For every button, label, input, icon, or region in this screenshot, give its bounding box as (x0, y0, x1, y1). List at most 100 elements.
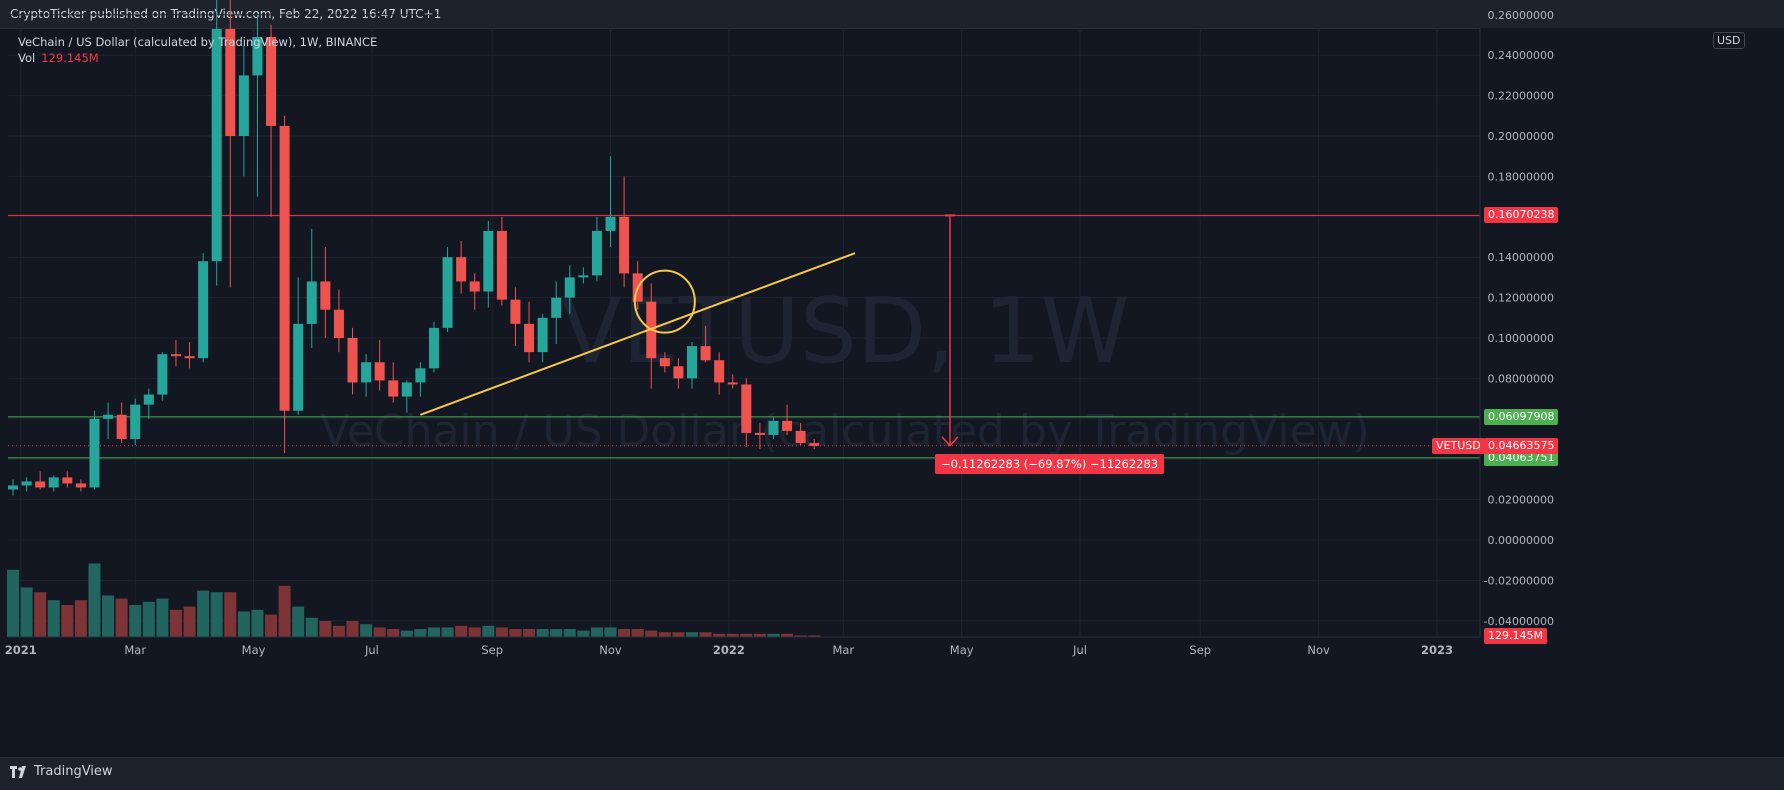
candle-body (782, 420, 793, 431)
price-tick-label: 0.00000000 (1488, 534, 1554, 547)
candle-body (754, 432, 765, 435)
candle-body (537, 317, 548, 353)
brand-name: TradingView (34, 764, 113, 779)
candle-body (415, 368, 426, 383)
volume-bar (237, 611, 250, 637)
volume-bar (156, 598, 169, 637)
candle-body (21, 481, 32, 486)
candle-body (170, 354, 181, 357)
volume-bar (441, 627, 454, 637)
volume-bar (400, 630, 413, 637)
candle-body (48, 477, 59, 488)
price-tick-label: 0.22000000 (1488, 90, 1554, 103)
volume-bar (373, 627, 386, 637)
symbol-title: VeChain / US Dollar (calculated by Tradi… (18, 35, 378, 49)
candle-body (605, 216, 616, 231)
time-tick-label: Mar (832, 643, 854, 657)
price-tick-label: 0.08000000 (1488, 372, 1554, 385)
volume-bar (169, 609, 182, 637)
price-tick-label: 0.02000000 (1488, 494, 1554, 507)
price-tick-label: 0.12000000 (1488, 292, 1554, 305)
candle-body (578, 275, 589, 278)
highlight-circle (633, 269, 696, 334)
volume-bar (47, 600, 60, 637)
volume-bar (686, 632, 698, 637)
volume-bar (604, 627, 617, 637)
candle-body (320, 281, 331, 310)
candle-body (89, 418, 100, 488)
volume-bar (808, 635, 821, 637)
volume-bar (509, 629, 522, 637)
tradingview-logo[interactable]: TradingView (10, 764, 113, 779)
candle-body (266, 37, 277, 126)
volume-bar (305, 617, 318, 637)
volume-bar (645, 630, 658, 637)
candle-body (564, 277, 575, 298)
candle-body (143, 394, 154, 405)
resistance-price-tag: 0.16070238 (1484, 207, 1559, 224)
candle-body (551, 297, 562, 318)
volume-bar (20, 587, 33, 637)
volume-bar (88, 563, 101, 637)
candle-body (198, 261, 209, 359)
candle-body (700, 346, 711, 361)
volume-bar (74, 600, 87, 637)
volume-bar (129, 605, 142, 637)
time-tick-label: 2022 (713, 643, 745, 657)
candle-body (374, 362, 385, 381)
volume-bar (536, 629, 549, 637)
candles (8, 0, 820, 496)
volume-bar (360, 624, 373, 637)
volume-bar (278, 585, 291, 637)
time-tick-label: 2021 (5, 643, 37, 657)
currency-button[interactable]: USD (1713, 32, 1745, 49)
candle-body (510, 299, 521, 324)
candle-body (483, 230, 494, 292)
candle-body (306, 281, 317, 324)
symbol-tag: VETUSD (1432, 437, 1485, 454)
candle-body (333, 309, 344, 338)
volume-bar (265, 614, 278, 637)
volume-bar (577, 630, 590, 637)
support-lower-price-tag: 0.04063751 (1484, 449, 1559, 466)
volume-bar (251, 609, 264, 637)
volume-bar (346, 621, 359, 637)
time-axis[interactable]: 2021 Mar May Jul Sep Nov 2022 Mar May Jul Sep Nov 20… (5, 636, 1480, 657)
candle-body (469, 281, 480, 292)
price-axis-background (1480, 28, 1784, 657)
candle-body (116, 414, 127, 439)
candle-body (524, 323, 535, 353)
time-tick-label: Sep (481, 643, 503, 657)
candle-body (347, 338, 358, 383)
candle-body (659, 358, 670, 367)
candle-body (225, 28, 236, 136)
price-tick-label: 0.24000000 (1488, 49, 1554, 62)
price-tick-label: -0.02000000 (1484, 574, 1554, 587)
volume-bar (726, 633, 739, 637)
volume-bar (713, 633, 726, 637)
time-tick-label: 2023 (1421, 643, 1453, 657)
candle-body (591, 230, 602, 276)
volume-bar (332, 625, 345, 637)
footer: TradingView (0, 757, 1784, 790)
price-axis[interactable]: -0.04000000 -0.02000000 0.00000000 0.020000… (1479, 0, 1784, 657)
candle-body (727, 382, 738, 385)
candle-body (293, 323, 304, 411)
candle-body (62, 477, 73, 484)
volume-bar (210, 592, 223, 637)
trend-line (420, 252, 856, 416)
time-tick-label: Mar (124, 643, 146, 657)
candle-body (157, 354, 168, 395)
volume-bar (115, 598, 128, 637)
candle-body (428, 327, 439, 369)
price-tick-label: -0.04000000 (1484, 615, 1554, 628)
volume-bar (672, 632, 685, 637)
drawings[interactable] (420, 214, 959, 447)
candle-body (809, 443, 820, 446)
volume-bar (482, 625, 495, 637)
volume-bar (767, 633, 780, 637)
measure-label: −0.11262283 (−69.87%) −11262283 (935, 453, 1165, 474)
volume-bar (387, 629, 400, 637)
volume-bar (427, 627, 440, 637)
